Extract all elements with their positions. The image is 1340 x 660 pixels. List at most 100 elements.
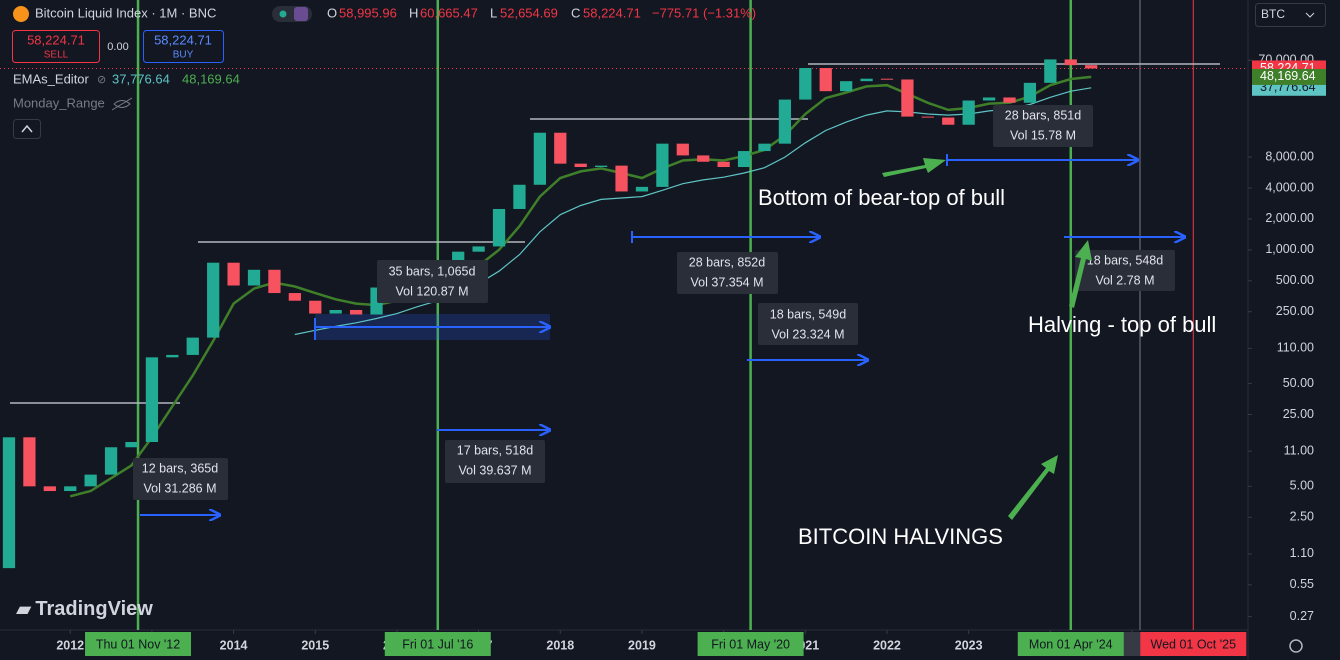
callout-arrow <box>882 158 946 177</box>
measure-text: 35 bars, 1,065d <box>389 264 476 278</box>
y-tick-label: 11.00 <box>1284 443 1314 457</box>
candle-body <box>758 143 771 152</box>
x-tick-label: 2019 <box>628 638 656 652</box>
candle-body <box>513 184 526 209</box>
currency: BTC <box>1261 7 1285 21</box>
note: Bottom of bear-top of bull <box>758 185 1005 210</box>
candle-body <box>982 97 996 101</box>
candle-body <box>656 143 669 187</box>
indicator-value: 48,169.64 <box>182 71 240 86</box>
callout-arrow <box>1069 240 1092 308</box>
y-tick-label: 0.27 <box>1290 609 1314 623</box>
measure-text: 28 bars, 852d <box>689 255 765 269</box>
note: BITCOIN HALVINGS <box>798 524 1003 549</box>
ema-price-bg <box>1252 68 1326 85</box>
measure-text: Vol 37.354 M <box>691 275 764 289</box>
x-tick-label: 2015 <box>301 638 329 652</box>
candle-body <box>23 437 36 487</box>
symbol-title[interactable]: Bitcoin Liquid Index · 1M · BNC <box>35 5 216 20</box>
measure-text: Vol 39.637 M <box>459 463 532 477</box>
currency-select[interactable] <box>1255 3 1326 27</box>
ohlc-value: 60,665.47 <box>420 5 478 20</box>
sell-price: 58,224.71 <box>27 32 85 47</box>
collapse-button[interactable] <box>13 119 41 139</box>
indicator-name[interactable]: EMAs_Editor <box>13 71 90 86</box>
layer <box>2 59 1098 569</box>
candle-body <box>145 357 159 443</box>
indicator-value: 37,776.64 <box>112 71 170 86</box>
candle-body <box>819 68 832 92</box>
measure-box <box>758 303 858 345</box>
candle-body <box>84 474 97 487</box>
ema-price-label: 48,169.64 <box>1260 69 1316 83</box>
layer: 70,000.008,000.004,000.002,000.001,000.0… <box>56 53 1326 656</box>
candle-body <box>840 81 853 92</box>
measure-text: 18 bars, 549d <box>770 307 846 321</box>
x-tick-label: 2014 <box>220 638 248 652</box>
hidden-icon[interactable] <box>111 97 133 111</box>
measure-text: Vol 23.324 M <box>772 327 845 341</box>
buy-button[interactable] <box>143 30 224 63</box>
sell-label: SELL <box>44 50 69 61</box>
candle-body <box>492 208 506 247</box>
candle-body <box>942 117 955 125</box>
candle-body <box>697 155 710 162</box>
ohlc-label: C <box>571 5 580 20</box>
candle-body <box>615 165 628 192</box>
date-label: Mon 01 Apr '24 <box>1029 637 1113 651</box>
x-tick-label: 2022 <box>873 638 901 652</box>
candle-body <box>125 442 138 448</box>
date-label-bg <box>85 632 192 656</box>
symbol-icon <box>13 6 29 22</box>
y-tick-label: 500.00 <box>1276 273 1314 287</box>
indicator-name[interactable]: Monday_Range <box>13 95 105 110</box>
y-tick-label: 25.00 <box>1283 407 1314 421</box>
candle-body <box>268 269 281 294</box>
spread: 0.00 <box>107 41 128 53</box>
y-tick-label: 110.00 <box>1277 341 1314 355</box>
x-tick-label: 2018 <box>546 638 574 652</box>
ohlc-label: H <box>409 5 418 20</box>
ema-line <box>294 87 1092 336</box>
candle-body <box>349 309 363 315</box>
candle-body <box>1003 97 1016 103</box>
candle-body <box>1064 59 1077 66</box>
note: Halving - top of bull <box>1028 312 1216 337</box>
candle-body <box>574 163 587 168</box>
candle-body <box>186 337 199 355</box>
status-badge <box>294 7 308 21</box>
ohlc-label: L <box>490 5 497 20</box>
y-tick-label: 250.00 <box>1276 304 1314 318</box>
measure-text: Vol 2.78 M <box>1095 273 1154 287</box>
layer <box>0 0 1248 630</box>
measure-text: Vol 120.87 M <box>396 284 469 298</box>
date-label: Fri 01 May '20 <box>711 637 790 651</box>
buy-price: 58,224.71 <box>154 32 212 47</box>
measure-boxes: 12 bars, 365d Vol 31.286 M 35 bars, 1,06… <box>133 105 1175 500</box>
logo: ▰ TradingView <box>16 598 153 620</box>
ohlc-value: 52,654.69 <box>500 5 558 20</box>
y-tick-label: 2,000.00 <box>1265 211 1314 225</box>
ema-line <box>69 75 1092 498</box>
candle-body <box>737 151 751 168</box>
candle-body <box>595 165 608 168</box>
x-tick-label: 2012 <box>56 638 84 652</box>
candle-body <box>2 437 16 569</box>
measure-text: Vol 15.78 M <box>1010 128 1076 142</box>
sell-button[interactable] <box>12 30 100 63</box>
date-label-bg <box>697 632 804 656</box>
candle-body <box>554 132 567 164</box>
date-label: Wed 01 Oct '25 <box>1151 637 1237 651</box>
candle-body <box>472 246 485 252</box>
y-tick-label: 5.00 <box>1290 479 1314 493</box>
header: Bitcoin Liquid Index · 1M · BNC O 58,995… <box>12 3 1326 653</box>
settings-icon[interactable] <box>1289 639 1303 653</box>
y-tick-label: 2.50 <box>1290 510 1314 524</box>
candle-body <box>860 78 873 82</box>
measure-text: 28 bars, 851d <box>1005 108 1081 122</box>
candle-body <box>880 78 894 80</box>
ohlc-value: 58,224.71 <box>583 5 641 20</box>
candle-body <box>635 186 649 192</box>
measure-box <box>133 458 228 500</box>
